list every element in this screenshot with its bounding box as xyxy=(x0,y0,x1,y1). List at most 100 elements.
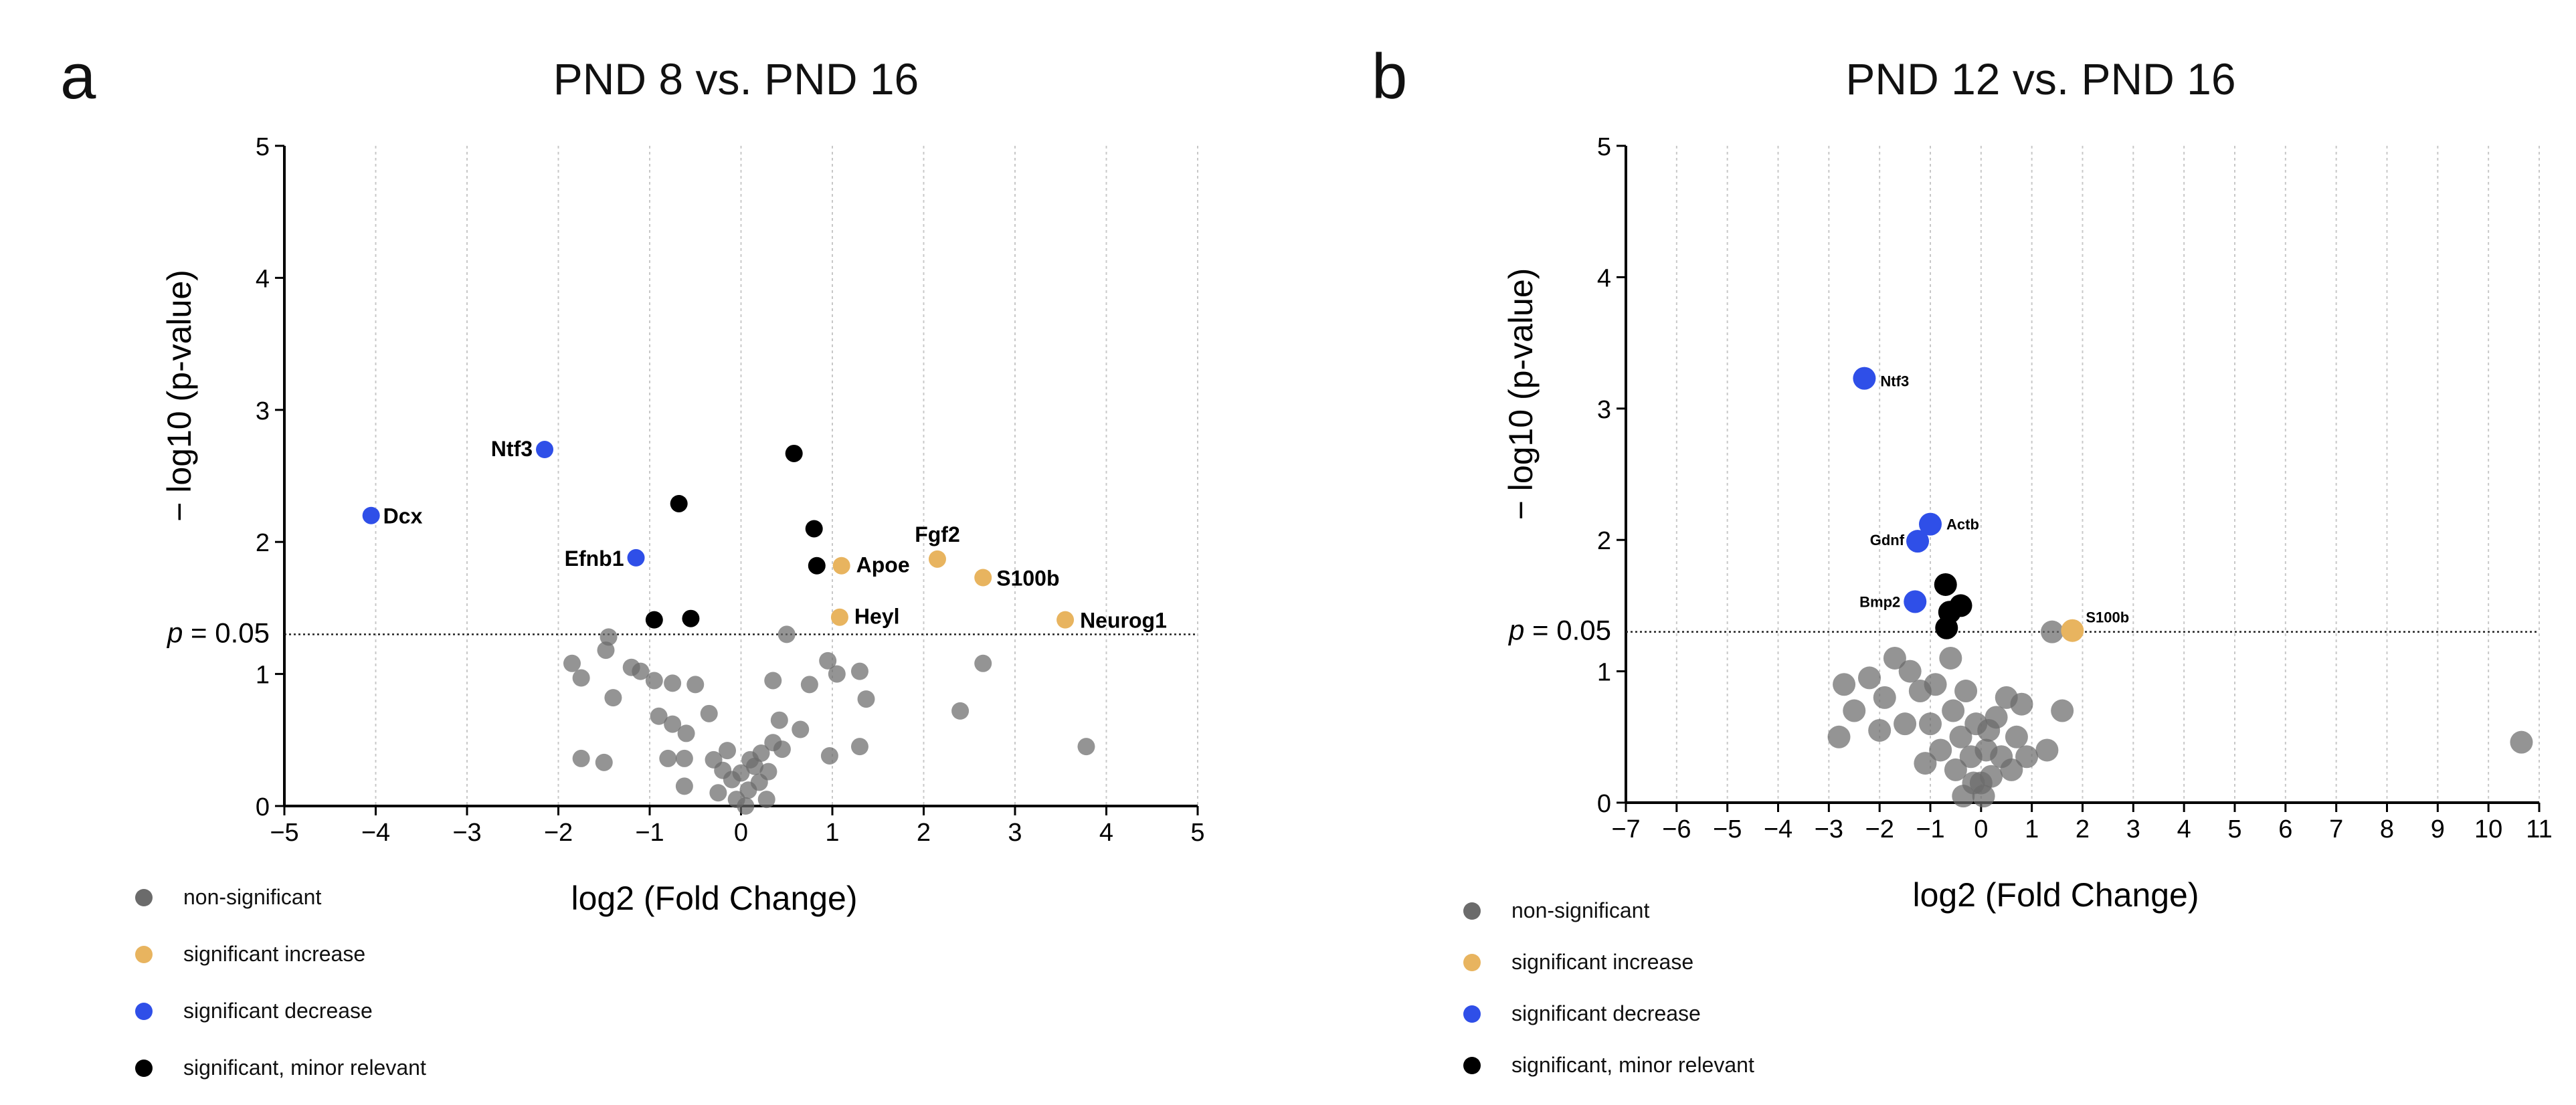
x-tick-label-b-8: 8 xyxy=(2380,815,2394,843)
gene-label-b-ntf3: Ntf3 xyxy=(1880,373,1909,390)
legend-swatch-a-significant-increase xyxy=(135,945,153,963)
y-tick-label-a-1: 1 xyxy=(256,662,270,690)
gene-label-a-apoe: Apoe xyxy=(856,553,910,577)
y-tick-label-b-3: 3 xyxy=(1597,396,1611,424)
point-a-24 xyxy=(650,707,668,725)
point-a-41 xyxy=(951,702,970,720)
x-tick-label-a-5: 5 xyxy=(1190,819,1204,847)
y-tick-label-a-4: 4 xyxy=(256,265,270,293)
gene-label-a-efnb1: Efnb1 xyxy=(565,546,624,571)
legend-item-b-significant-minor: significant, minor relevant xyxy=(1463,1053,1754,1078)
point-b-actb xyxy=(1919,512,1942,536)
y-tick-label-b-5: 5 xyxy=(1597,133,1611,161)
legend-label-b-significant-increase: significant increase xyxy=(1511,950,1694,974)
point-b-gdnf xyxy=(1906,530,1930,553)
gene-label-a-ntf3: Ntf3 xyxy=(491,437,533,461)
y-tick-label-b-1: 1 xyxy=(1597,659,1611,687)
legend-label-a-significant-increase: significant increase xyxy=(183,942,366,966)
x-tick-label-b-5: 5 xyxy=(2227,815,2241,843)
point-a-45 xyxy=(792,720,810,738)
point-a-12 xyxy=(645,611,663,629)
y-tick-label-b-0: 0 xyxy=(1597,790,1611,818)
x-tick-label-a-minus2: −2 xyxy=(544,819,573,847)
point-a-10 xyxy=(805,520,823,538)
point-a-13 xyxy=(682,609,700,627)
point-a-63 xyxy=(737,797,755,815)
point-b-26 xyxy=(1944,758,1967,781)
gene-label-a-fgf2: Fgf2 xyxy=(915,522,960,546)
x-tick-label-b-9: 9 xyxy=(2431,815,2445,843)
point-a-38 xyxy=(800,676,818,694)
point-a-42 xyxy=(770,711,788,729)
point-b-27 xyxy=(1949,725,1972,748)
point-a-heyl xyxy=(830,608,848,626)
x-tick-label-b-minus1: −1 xyxy=(1916,815,1944,843)
point-a-47 xyxy=(850,738,868,756)
point-b-23 xyxy=(1929,738,1952,762)
x-tick-label-b-minus2: −2 xyxy=(1865,815,1894,843)
x-tick-label-a-1: 1 xyxy=(825,819,839,847)
x-tick-label-b-1: 1 xyxy=(2025,815,2039,843)
point-b-12 xyxy=(1843,699,1866,722)
point-a-35 xyxy=(828,665,846,683)
x-tick-label-a-4: 4 xyxy=(1099,819,1113,847)
y-tick-label-b-2: 2 xyxy=(1597,527,1611,555)
legend-item-b-significant-increase: significant increase xyxy=(1463,950,1693,975)
point-b-28 xyxy=(1954,680,1978,703)
point-a-31 xyxy=(675,749,693,767)
point-b-ntf3 xyxy=(1853,367,1876,390)
point-a-8 xyxy=(785,444,803,462)
point-a-32 xyxy=(675,777,693,795)
point-b-18 xyxy=(1898,660,1922,683)
point-b-41 xyxy=(2015,745,2039,769)
point-b-21 xyxy=(1919,712,1942,736)
point-b-45 xyxy=(1977,718,2001,742)
point-a-22 xyxy=(686,676,705,694)
chart-title-b: PND 12 vs. PND 16 xyxy=(1845,54,2236,104)
point-b-42 xyxy=(2035,738,2059,762)
point-a-ntf3 xyxy=(536,441,554,459)
x-tick-label-b-3: 3 xyxy=(2126,815,2140,843)
gene-label-a-s100b: S100b xyxy=(996,566,1059,590)
point-a-28 xyxy=(572,749,590,767)
point-a-16 xyxy=(563,654,581,672)
point-b-bmp2 xyxy=(1904,590,1927,613)
point-a-59 xyxy=(759,763,777,781)
point-b-40 xyxy=(2010,692,2033,716)
point-a-36 xyxy=(850,662,868,680)
point-b-8 xyxy=(1935,616,1958,639)
point-a-52 xyxy=(732,764,750,782)
point-a-dcx xyxy=(362,506,380,524)
x-tick-label-b-minus7: −7 xyxy=(1611,815,1640,843)
point-b-9 xyxy=(2041,620,2063,643)
legend-label-b-non-significant: non-significant xyxy=(1511,898,1650,922)
point-b-17 xyxy=(1894,712,1917,736)
point-a-21 xyxy=(664,674,682,692)
point-a-17 xyxy=(572,669,590,687)
point-a-62 xyxy=(752,744,770,763)
point-a-s100b xyxy=(974,569,992,587)
x-axis-label-b: log2 (Fold Change) xyxy=(1912,876,2199,914)
point-b-14 xyxy=(1868,718,1892,742)
threshold-label-b: p = 0.05 xyxy=(1507,615,1611,646)
point-a-efnb1 xyxy=(627,548,645,567)
point-a-11 xyxy=(808,557,826,575)
panel-letter-b: b xyxy=(1372,41,1408,112)
legend-swatch-b-significant-increase xyxy=(1463,953,1481,971)
legend-label-a-non-significant: non-significant xyxy=(183,885,322,909)
x-tick-label-b-7: 7 xyxy=(2329,815,2343,843)
x-tick-label-a-minus3: −3 xyxy=(452,819,481,847)
point-a-27 xyxy=(677,724,695,742)
legend-item-a-non-significant: non-significant xyxy=(135,885,321,910)
x-tick-label-b-minus5: −5 xyxy=(1713,815,1742,843)
point-b-11 xyxy=(1827,725,1851,748)
point-b-15 xyxy=(1873,686,1896,709)
point-a-14 xyxy=(600,628,618,646)
point-a-61 xyxy=(719,742,737,760)
x-tick-label-b-2: 2 xyxy=(2076,815,2090,843)
point-a-23 xyxy=(604,689,622,707)
y-tick-label-a-2: 2 xyxy=(256,529,270,557)
point-b-25 xyxy=(1942,699,1965,722)
y-tick-label-a-5: 5 xyxy=(256,133,270,161)
